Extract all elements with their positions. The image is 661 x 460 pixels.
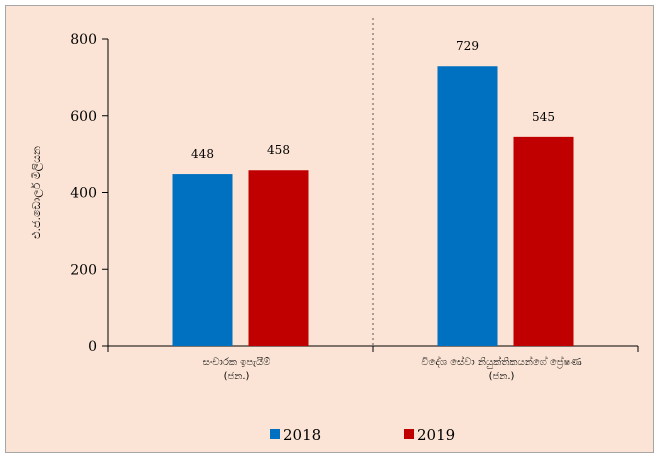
bar-2019-1 — [248, 170, 309, 346]
legend-label: 2019 — [417, 426, 455, 444]
category-label: (ජන.) — [489, 371, 515, 382]
data-label: 448 — [191, 147, 214, 161]
bar-2018-1 — [172, 174, 233, 346]
data-label: 458 — [267, 143, 290, 157]
bar-2019-2 — [513, 136, 574, 346]
data-label: 545 — [532, 110, 555, 124]
bar-2018-2 — [437, 66, 498, 346]
y-tick-label: 200 — [70, 262, 97, 278]
y-tick-label: 0 — [88, 339, 97, 355]
y-axis-label: එ.ජ.ඩොලර් මිලියන — [30, 146, 44, 239]
y-tick-label: 800 — [70, 32, 97, 48]
legend-swatch-2018 — [270, 429, 280, 439]
y-tick-label: 400 — [70, 186, 97, 202]
data-label: 729 — [456, 39, 479, 53]
category-label: (ජන.) — [224, 371, 250, 382]
y-tick-label: 600 — [70, 109, 97, 125]
category-label: විදේශ සේවා නියුක්තිකයන්ගේ ප්‍රේෂණ — [421, 355, 581, 368]
legend-swatch-2019 — [404, 429, 414, 439]
legend-label: 2018 — [283, 426, 321, 444]
category-label: සංචාරක ඉපැයීම් — [203, 356, 271, 368]
